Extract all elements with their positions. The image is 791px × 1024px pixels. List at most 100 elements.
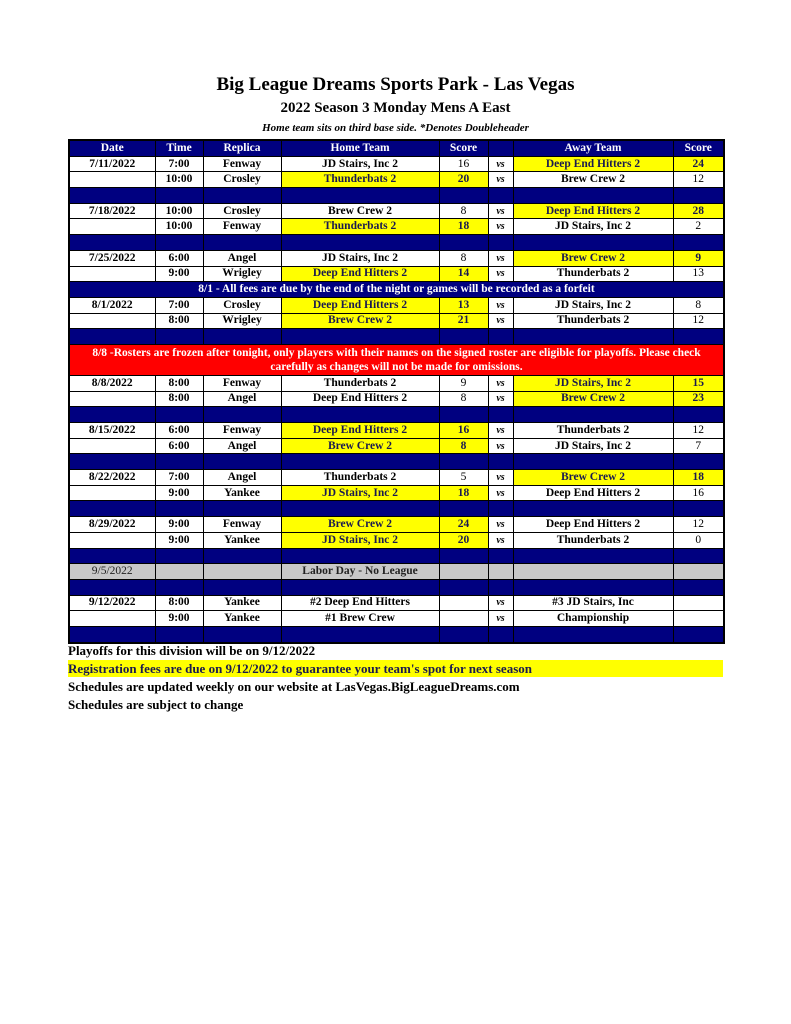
replica-cell: Yankee [202,594,282,612]
home-team-cell: Thunderbats 2 [280,469,440,486]
column-header-replica: Replica [202,139,282,157]
away-score-cell [672,594,725,612]
spacer-cell [438,187,489,204]
spacer-cell [672,187,725,204]
spacer-cell [280,578,440,596]
spacer-row [68,328,725,345]
page-subtitle: 2022 Season 3 Monday Mens A East [280,100,511,116]
spacer-cell [202,406,282,423]
spacer-cell [280,547,440,565]
replica-cell: Fenway [202,374,282,392]
date-cell: 8/1/2022 [68,296,156,314]
time-cell: 7:00 [154,296,204,314]
vs-cell: vs [487,422,514,439]
replica-cell: Wrigley [202,265,282,283]
replica-cell: Angel [202,390,282,408]
spacer-row [68,547,725,565]
vs-cell: vs [487,469,514,486]
time-cell: 10:00 [154,218,204,236]
spacer-cell [512,453,674,471]
spacer-cell [154,328,204,345]
away-team-cell: Brew Crew 2 [512,171,674,189]
spacer-cell [280,328,440,345]
away-team-cell: JD Stairs, Inc 2 [512,218,674,236]
away-team-cell: JD Stairs, Inc 2 [512,437,674,455]
roster-alert-text: 8/8 -Rosters are frozen after tonight, o… [68,343,725,376]
time-cell [154,563,204,580]
spacer-cell [68,406,156,423]
away-team-cell: Thunderbats 2 [512,312,674,330]
time-cell: 9:00 [154,516,204,533]
game-row: 7/11/2022 7:00 Fenway JD Stairs, Inc 2 16 vs D… [68,155,725,173]
game-row: 10:00 Fenway Thunderbats 2 18 vs JD Stairs, I… [68,218,725,236]
date-cell [68,171,156,189]
time-cell: 9:00 [154,531,204,549]
home-score-cell: 8 [438,249,489,267]
spacer-cell [154,500,204,518]
subject-to-change-note: Schedules are subject to change [68,697,244,712]
notice-row: 8/1 - All fees are due by the end of the… [68,281,725,298]
home-team-cell: Deep End Hitters 2 [280,296,440,314]
away-team-cell: Deep End Hitters 2 [512,155,674,173]
vs-cell: vs [487,610,514,627]
away-score-cell: 16 [672,484,725,502]
away-team-cell: Thunderbats 2 [512,422,674,439]
time-cell: 7:00 [154,155,204,173]
date-cell [68,312,156,330]
away-team-cell: JD Stairs, Inc 2 [512,296,674,314]
game-row: 8/29/2022 9:00 Fenway Brew Crew 2 24 vs Deep E… [68,516,725,533]
column-header-away-team: Away Team [512,139,674,157]
vs-cell: vs [487,265,514,283]
spacer-cell [68,500,156,518]
away-team-cell: Thunderbats 2 [512,265,674,283]
vs-cell: vs [487,312,514,330]
replica-cell: Yankee [202,484,282,502]
date-cell: 8/15/2022 [68,422,156,439]
spacer-cell [154,406,204,423]
spacer-cell [202,500,282,518]
spacer-row [68,234,725,251]
date-cell: 8/22/2022 [68,469,156,486]
date-cell [68,531,156,549]
replica-cell: Angel [202,437,282,455]
spacer-cell [68,453,156,471]
spacer-cell [672,500,725,518]
home-score-cell [438,563,489,580]
game-row: 8/1/2022 7:00 Crosley Deep End Hitters 2 13 v… [68,296,725,314]
time-cell: 8:00 [154,374,204,392]
spacer-cell [154,234,204,251]
spacer-cell [512,500,674,518]
spacer-cell [672,453,725,471]
home-team-cell: Deep End Hitters 2 [280,422,440,439]
away-score-cell: 12 [672,516,725,533]
spacer-cell [672,547,725,565]
home-score-cell [438,610,489,627]
header-row: Date Time Replica Home Team Score Away Team Sc… [68,139,725,157]
game-row: 8/8/2022 8:00 Fenway Thunderbats 2 9 vs JD Sta… [68,374,725,392]
replica-cell: Angel [202,249,282,267]
spacer-cell [487,187,514,204]
vs-cell: vs [487,171,514,189]
spacer-cell [280,500,440,518]
time-cell: 9:00 [154,484,204,502]
vs-cell [487,563,514,580]
spacer-cell [202,234,282,251]
home-team-cell: Thunderbats 2 [280,171,440,189]
vs-cell: vs [487,374,514,392]
home-team-cell: Brew Crew 2 [280,516,440,533]
replica-cell: Crosley [202,202,282,220]
away-score-cell [672,563,725,580]
spacer-cell [672,625,725,644]
spacer-cell [487,625,514,644]
spacer-row [68,187,725,204]
home-score-cell: 14 [438,265,489,283]
spacer-cell [512,328,674,345]
home-score-cell: 8 [438,202,489,220]
vs-cell: vs [487,484,514,502]
away-score-cell: 24 [672,155,725,173]
home-team-cell: Thunderbats 2 [280,218,440,236]
spacer-cell [438,547,489,565]
spacer-cell [487,234,514,251]
